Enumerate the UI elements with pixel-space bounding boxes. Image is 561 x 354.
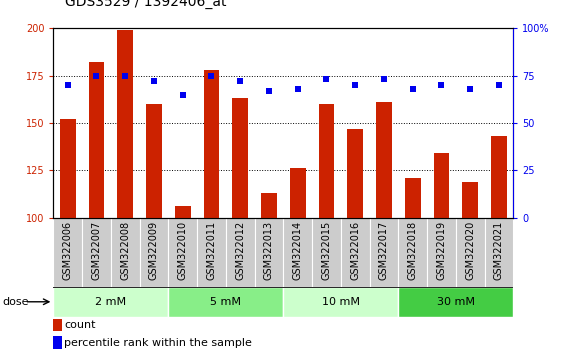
Text: dose: dose xyxy=(3,297,29,307)
Text: GSM322020: GSM322020 xyxy=(465,221,475,280)
Bar xyxy=(341,218,370,287)
Point xyxy=(149,79,158,84)
Bar xyxy=(283,218,312,287)
Text: GSM322017: GSM322017 xyxy=(379,221,389,280)
Bar xyxy=(290,169,306,218)
Bar xyxy=(255,218,283,287)
Text: GSM322011: GSM322011 xyxy=(206,221,217,280)
Bar xyxy=(434,153,449,218)
Text: GSM322010: GSM322010 xyxy=(178,221,188,280)
Point xyxy=(121,73,130,79)
Text: 2 mM: 2 mM xyxy=(95,297,126,307)
Text: GSM322014: GSM322014 xyxy=(293,221,303,280)
Bar xyxy=(168,218,197,287)
Bar xyxy=(168,287,283,317)
Bar xyxy=(376,102,392,218)
Text: GSM322018: GSM322018 xyxy=(408,221,418,280)
Text: GSM322012: GSM322012 xyxy=(235,221,245,280)
Bar xyxy=(232,98,248,218)
Bar xyxy=(111,218,140,287)
Text: 30 mM: 30 mM xyxy=(437,297,475,307)
Bar xyxy=(491,136,507,218)
Bar xyxy=(89,62,104,218)
Point xyxy=(322,76,331,82)
Point xyxy=(379,76,388,82)
Text: GSM322021: GSM322021 xyxy=(494,221,504,280)
Point xyxy=(351,82,360,88)
Bar xyxy=(204,70,219,218)
Point xyxy=(92,73,101,79)
Point xyxy=(494,82,503,88)
Bar xyxy=(53,336,62,349)
Text: count: count xyxy=(64,320,95,330)
Text: 10 mM: 10 mM xyxy=(322,297,360,307)
Point xyxy=(437,82,446,88)
Bar xyxy=(117,30,133,218)
Point xyxy=(207,73,216,79)
Bar xyxy=(53,287,168,317)
Bar xyxy=(370,218,398,287)
Bar xyxy=(456,218,485,287)
Bar xyxy=(226,218,255,287)
Bar xyxy=(82,218,111,287)
Bar xyxy=(60,119,76,218)
Bar xyxy=(283,287,398,317)
Bar xyxy=(261,193,277,218)
Text: GSM322013: GSM322013 xyxy=(264,221,274,280)
Text: GSM322016: GSM322016 xyxy=(350,221,360,280)
Point xyxy=(408,86,417,92)
Point xyxy=(466,86,475,92)
Bar xyxy=(53,218,82,287)
Bar xyxy=(197,218,226,287)
Text: GSM322006: GSM322006 xyxy=(63,221,73,280)
Text: GSM322008: GSM322008 xyxy=(120,221,130,280)
Point xyxy=(178,92,187,97)
Point xyxy=(293,86,302,92)
Bar xyxy=(405,178,421,218)
Bar xyxy=(140,218,168,287)
Point xyxy=(264,88,273,94)
Bar xyxy=(398,287,513,317)
Point xyxy=(236,79,245,84)
Text: GDS3529 / 1392406_at: GDS3529 / 1392406_at xyxy=(65,0,226,9)
Bar xyxy=(175,206,191,218)
Bar xyxy=(347,129,363,218)
Text: 5 mM: 5 mM xyxy=(210,297,241,307)
Bar xyxy=(485,218,513,287)
Text: GSM322009: GSM322009 xyxy=(149,221,159,280)
Text: percentile rank within the sample: percentile rank within the sample xyxy=(64,338,252,348)
Bar xyxy=(312,218,341,287)
Bar xyxy=(427,218,456,287)
Text: GSM322019: GSM322019 xyxy=(436,221,447,280)
Bar xyxy=(53,319,62,331)
Point xyxy=(63,82,72,88)
Bar xyxy=(398,218,427,287)
Bar xyxy=(462,182,478,218)
Bar xyxy=(319,104,334,218)
Text: GSM322015: GSM322015 xyxy=(321,221,332,280)
Text: GSM322007: GSM322007 xyxy=(91,221,102,280)
Bar xyxy=(146,104,162,218)
